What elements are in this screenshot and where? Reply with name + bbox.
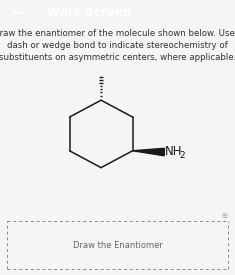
Text: NH: NH bbox=[165, 145, 183, 158]
Text: Draw the enantiomer of the molecule shown below. Use a
dash or wedge bond to ind: Draw the enantiomer of the molecule show… bbox=[0, 29, 235, 62]
Text: 2: 2 bbox=[180, 150, 185, 160]
Polygon shape bbox=[133, 148, 164, 156]
Text: Work Screen: Work Screen bbox=[47, 6, 131, 19]
Text: ←: ← bbox=[11, 6, 22, 19]
Text: Draw the Enantiomer: Draw the Enantiomer bbox=[73, 241, 162, 249]
Text: ⊞: ⊞ bbox=[221, 213, 227, 219]
